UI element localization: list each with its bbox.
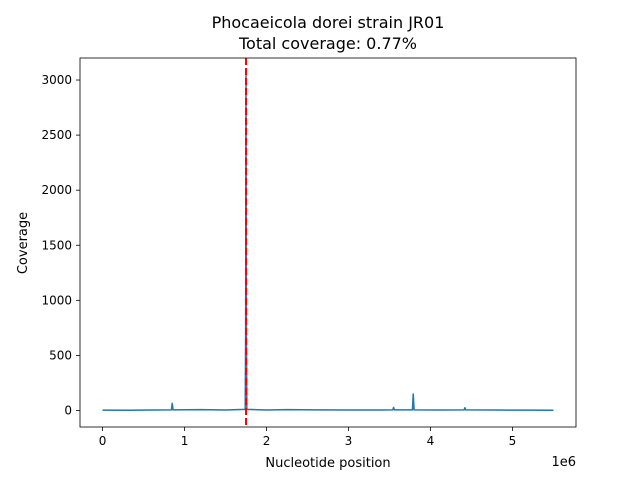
plot-area: [102, 58, 554, 427]
y-tick-label: 500: [49, 348, 72, 362]
x-axis-offset-label: 1e6: [551, 455, 576, 470]
x-tick-label: 4: [427, 434, 435, 448]
x-tick-label: 0: [99, 434, 107, 448]
y-tick-label: 2500: [41, 128, 72, 142]
y-axis-label: Coverage: [16, 212, 31, 274]
chart-subtitle: Total coverage: 0.77%: [238, 34, 417, 53]
y-tick-label: 2000: [41, 183, 72, 197]
y-axis-ticks: 0 500 1000 1500 2000 2500 3000: [41, 73, 80, 417]
x-tick-label: 3: [345, 434, 353, 448]
x-axis-label: Nucleotide position: [265, 456, 390, 471]
y-tick-label: 0: [64, 403, 72, 417]
x-tick-label: 1: [181, 434, 189, 448]
y-tick-label: 1000: [41, 293, 72, 307]
y-tick-label: 1500: [41, 238, 72, 252]
y-tick-label: 3000: [41, 73, 72, 87]
coverage-series-line: [102, 71, 554, 412]
x-tick-label: 5: [509, 434, 517, 448]
x-axis-ticks: 0 1 2 3 4 5: [99, 427, 517, 448]
x-tick-label: 2: [263, 434, 271, 448]
plot-background: [80, 58, 576, 427]
chart-title: Phocaeicola dorei strain JR01: [212, 13, 445, 32]
plot-frame: [79, 57, 577, 428]
